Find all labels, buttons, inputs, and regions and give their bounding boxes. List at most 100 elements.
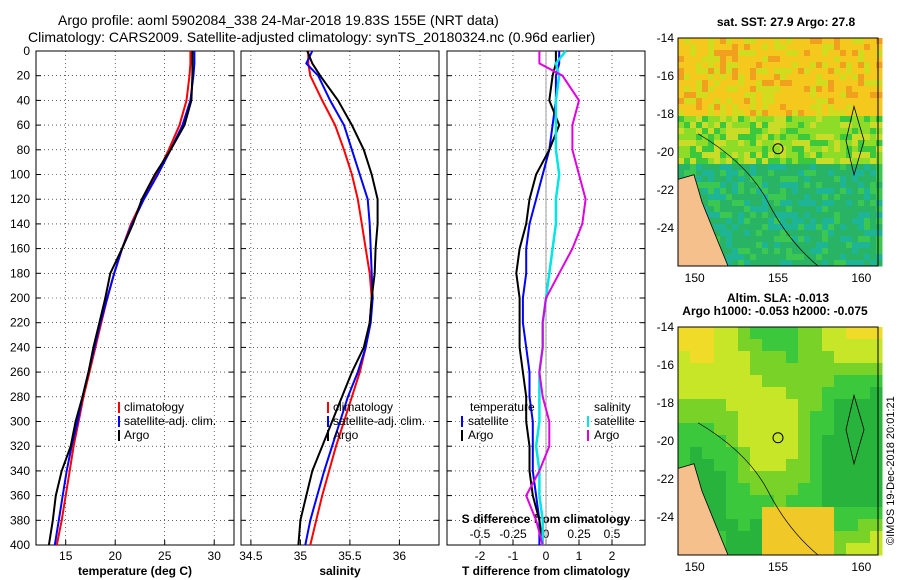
map-cell bbox=[876, 248, 883, 255]
map-cell bbox=[732, 140, 739, 147]
map-cell bbox=[690, 387, 703, 400]
map-cell bbox=[744, 212, 751, 219]
map-cell bbox=[774, 62, 781, 69]
map-lat-label: -24 bbox=[657, 510, 675, 524]
map-cell bbox=[828, 140, 835, 147]
map-cell bbox=[858, 74, 865, 81]
map-cell bbox=[714, 164, 721, 171]
map-cell bbox=[858, 122, 865, 129]
map-cell bbox=[810, 519, 823, 532]
map-cell bbox=[852, 206, 859, 213]
map-cell bbox=[690, 56, 697, 63]
map-cell bbox=[684, 134, 691, 141]
map-cell bbox=[690, 38, 697, 45]
map-cell bbox=[750, 80, 757, 87]
map-cell bbox=[762, 188, 769, 195]
map-cell bbox=[720, 224, 727, 231]
map-cell bbox=[858, 260, 865, 267]
map-cell bbox=[750, 212, 757, 219]
map-cell bbox=[690, 158, 697, 165]
map-cell bbox=[870, 327, 883, 340]
map-cell bbox=[834, 206, 841, 213]
map-cell bbox=[840, 140, 847, 147]
map-cell bbox=[876, 236, 883, 243]
map-cell bbox=[714, 363, 727, 376]
map-cell bbox=[858, 242, 865, 249]
map-cell bbox=[768, 56, 775, 63]
map-cell bbox=[720, 236, 727, 243]
map-cell bbox=[732, 134, 739, 141]
map-cell bbox=[804, 206, 811, 213]
map-cell bbox=[762, 74, 769, 81]
map-cell bbox=[750, 164, 757, 171]
map-cell bbox=[774, 218, 781, 225]
map-cell bbox=[762, 218, 769, 225]
map-cell bbox=[792, 92, 799, 99]
map-cell bbox=[696, 98, 703, 105]
map-sla_map bbox=[677, 326, 883, 556]
map-cell bbox=[876, 164, 883, 171]
map-cell bbox=[834, 242, 841, 249]
map-cell bbox=[804, 116, 811, 123]
map-cell bbox=[870, 248, 877, 255]
map-cell bbox=[798, 339, 811, 352]
map-cell bbox=[840, 212, 847, 219]
map-cell bbox=[774, 38, 781, 45]
map-cell bbox=[846, 495, 859, 508]
map-cell bbox=[822, 188, 829, 195]
map-cell bbox=[798, 116, 805, 123]
map-cell bbox=[762, 399, 775, 412]
map-cell bbox=[726, 182, 733, 189]
map-cell bbox=[708, 86, 715, 93]
map-cell bbox=[870, 260, 877, 267]
map-cell bbox=[726, 531, 739, 544]
map-cell bbox=[834, 495, 847, 508]
map-cell bbox=[846, 116, 853, 123]
map-cell bbox=[870, 104, 877, 111]
map-cell bbox=[780, 38, 787, 45]
map-cell bbox=[762, 140, 769, 147]
map-cell bbox=[840, 104, 847, 111]
map-cell bbox=[768, 62, 775, 69]
map-cell bbox=[822, 212, 829, 219]
map-cell bbox=[744, 230, 751, 237]
map-cell bbox=[798, 194, 805, 201]
map-cell bbox=[804, 146, 811, 153]
map-cell bbox=[774, 134, 781, 141]
map-cell bbox=[864, 146, 871, 153]
map-cell bbox=[846, 236, 853, 243]
map-cell bbox=[870, 242, 877, 249]
map-cell bbox=[726, 423, 739, 436]
map-cell bbox=[738, 531, 751, 544]
map-cell bbox=[876, 92, 883, 99]
map-cell bbox=[786, 254, 793, 261]
map-cell bbox=[846, 387, 859, 400]
map-cell bbox=[714, 351, 727, 364]
map-cell bbox=[846, 459, 859, 472]
map-cell bbox=[870, 200, 877, 207]
map-cell bbox=[828, 92, 835, 99]
map-cell bbox=[870, 363, 883, 376]
map-cell bbox=[708, 182, 715, 189]
argo-position-marker bbox=[772, 143, 784, 155]
map-cell bbox=[720, 98, 727, 105]
map-cell bbox=[702, 194, 709, 201]
map-cell bbox=[738, 128, 745, 135]
map-cell bbox=[744, 260, 751, 267]
legend-label: satellite bbox=[468, 414, 509, 428]
map-cell bbox=[738, 110, 745, 117]
map-cell bbox=[762, 230, 769, 237]
map-cell bbox=[804, 56, 811, 63]
map-cell bbox=[858, 351, 871, 364]
map-cell bbox=[774, 224, 781, 231]
map-cell bbox=[822, 375, 835, 388]
map-cell bbox=[744, 62, 751, 69]
map-cell bbox=[720, 116, 727, 123]
map-cell bbox=[762, 327, 775, 340]
map-cell bbox=[714, 158, 721, 165]
map-cell bbox=[798, 86, 805, 93]
map-cell bbox=[762, 248, 769, 255]
map-cell bbox=[774, 104, 781, 111]
map-cell bbox=[792, 164, 799, 171]
